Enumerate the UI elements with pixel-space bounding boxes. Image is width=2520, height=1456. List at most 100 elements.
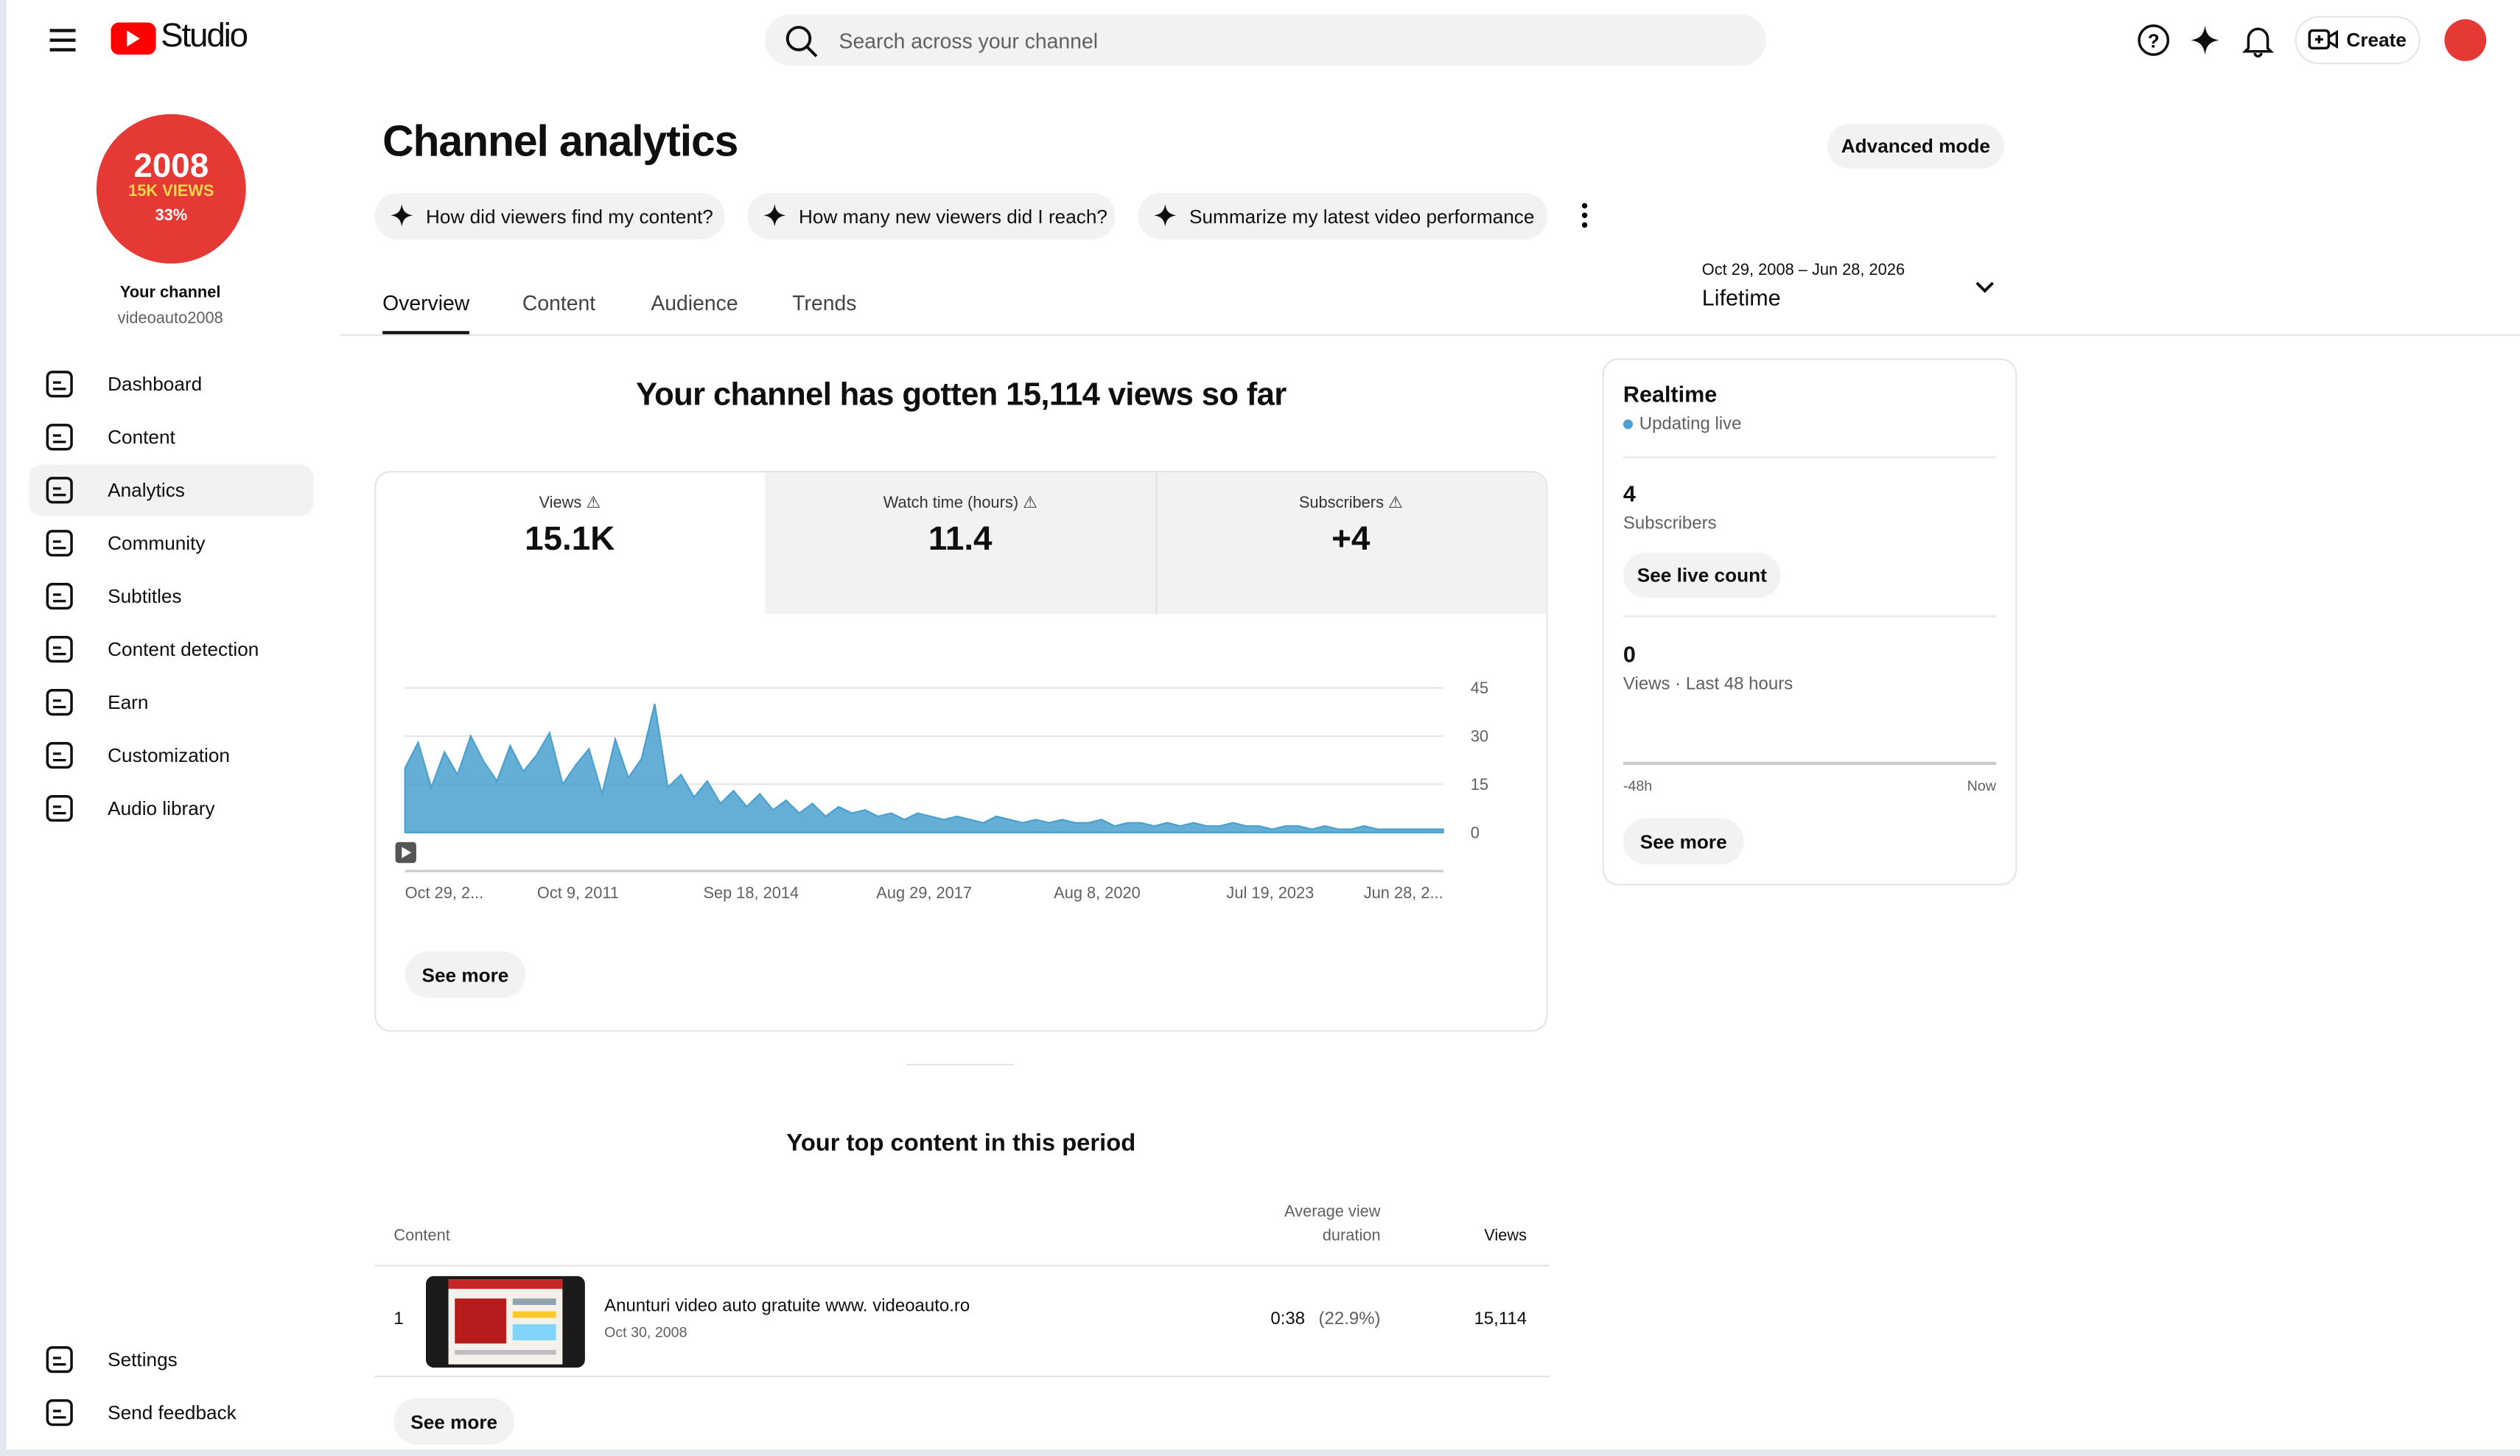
prompt-chip[interactable]: How did viewers find my content? (374, 192, 725, 239)
top-content-see-more[interactable]: See more (393, 1398, 514, 1445)
row-duration: 0:38 (1270, 1309, 1306, 1329)
nav-item[interactable]: Send feedback (108, 1401, 237, 1424)
row-title[interactable]: Anunturi video auto gratuite www. videoa… (604, 1297, 970, 1317)
tab[interactable]: Overview (382, 290, 470, 315)
col-duration: Average view (1284, 1203, 1381, 1222)
metric-label[interactable]: Watch time (hours) ⚠ (883, 494, 1037, 513)
section-divider (906, 1063, 1015, 1066)
nav-icon (46, 424, 73, 451)
x-tick-label: Oct 9, 2011 (537, 883, 619, 902)
account-avatar[interactable] (2444, 19, 2487, 61)
search-placeholder[interactable]: Search across your channel (839, 29, 1099, 53)
metric-value[interactable]: 11.4 (928, 520, 993, 558)
metric-value[interactable]: +4 (1331, 520, 1371, 558)
nav-icon (46, 583, 73, 610)
realtime-divider (1623, 456, 1996, 458)
tab[interactable]: Audience (651, 290, 738, 315)
row-date: Oct 30, 2008 (604, 1324, 687, 1340)
y-tick-label: 30 (1471, 727, 1488, 746)
channel-avatar[interactable] (96, 113, 246, 264)
nav-item[interactable]: Settings (108, 1348, 178, 1371)
nav-item[interactable]: Audio library (108, 797, 215, 820)
realtime-axis-end: Now (1967, 777, 1996, 794)
menu-button[interactable] (45, 23, 80, 58)
y-tick-label: 15 (1471, 775, 1488, 794)
y-tick-label: 45 (1471, 679, 1488, 697)
live-count-button[interactable]: See live count (1623, 553, 1781, 598)
nav-highlight (29, 464, 314, 517)
x-tick-label: Oct 29, 2... (405, 883, 484, 902)
active-tab-underline (382, 331, 469, 335)
prompt-chip[interactable]: How many new viewers did I reach? (747, 192, 1116, 239)
realtime-see-more[interactable]: See more (1623, 818, 1744, 865)
period[interactable]: Lifetime (1701, 284, 1781, 310)
advanced-mode-button[interactable]: Advanced mode (1827, 123, 2004, 169)
col-content: Content (393, 1228, 450, 1246)
top-content-title: Your top content in this period (786, 1130, 1136, 1158)
nav-item[interactable]: Dashboard (108, 372, 203, 396)
nav-icon (46, 794, 73, 822)
x-tick-label: Aug 29, 2017 (876, 883, 972, 902)
search-box[interactable] (765, 14, 1767, 66)
avatar-views: 15K VIEWS (128, 183, 214, 201)
search-icon (785, 26, 818, 57)
nav-icon (46, 741, 73, 769)
tab[interactable]: Trends (792, 290, 857, 315)
nav-item[interactable]: Analytics (108, 478, 185, 502)
realtime-subscribers: 4 (1623, 480, 1636, 507)
y-tick-label: 0 (1471, 823, 1480, 841)
video-thumbnail[interactable] (425, 1275, 585, 1368)
realtime-subscribers-label: Subscribers (1623, 514, 1717, 534)
create-label[interactable]: Create (2346, 29, 2407, 52)
nav-item[interactable]: Content (108, 425, 175, 449)
realtime-divider (1623, 615, 1996, 617)
nav-icon (46, 477, 73, 504)
headline: Your channel has gotten 15,114 views so … (635, 377, 1287, 413)
prompt-icon (391, 203, 413, 227)
live-dot (1623, 419, 1634, 430)
realtime-card (1602, 358, 2017, 886)
nav-icon (46, 689, 73, 716)
create-icon (2308, 29, 2338, 50)
logo-text[interactable]: Studio (161, 17, 248, 55)
realtime-axis-start: -48h (1623, 777, 1653, 794)
metric-value[interactable]: 15.1K (525, 520, 615, 558)
date-range[interactable]: Oct 29, 2008 – Jun 28, 2026 (1701, 262, 1905, 280)
x-tick-label: Jul 19, 2023 (1226, 883, 1314, 902)
page-title: Channel analytics (382, 117, 738, 166)
realtime-axis (1623, 761, 1996, 766)
row-percent: (22.9%) (1318, 1309, 1381, 1329)
nav-icon (46, 371, 73, 398)
realtime-status: Updating live (1639, 414, 1742, 434)
see-more-button[interactable]: See more (405, 951, 526, 998)
period-dropdown[interactable] (1972, 275, 1998, 301)
metric-separator (1155, 472, 1158, 615)
metric-label[interactable]: Views ⚠ (539, 494, 601, 513)
metric-label[interactable]: Subscribers ⚠ (1298, 494, 1403, 513)
tab[interactable]: Content (522, 290, 596, 315)
col-duration: duration (1322, 1228, 1381, 1246)
play-marker-icon (402, 847, 412, 858)
create-button[interactable] (2295, 15, 2421, 65)
prompt-icon (763, 203, 786, 227)
nav-item[interactable]: Subtitles (108, 584, 182, 608)
nav-icon (46, 530, 73, 557)
channel-handle: videoauto2008 (117, 309, 223, 328)
help-icon[interactable]: ? (2136, 23, 2171, 58)
prompt-chip[interactable]: Summarize my latest video performance (1138, 192, 1548, 239)
logo-icon[interactable] (106, 19, 158, 57)
nav-item[interactable]: Community (108, 531, 206, 555)
views-chart: 0 15 30 45 Oct 29, 2... Oct 9, 2011 Sep 18, 20… (395, 679, 1488, 902)
table-divider (374, 1375, 1550, 1378)
nav-item[interactable]: Earn (108, 690, 149, 714)
notifications-icon[interactable] (2240, 23, 2275, 58)
table-divider (374, 1264, 1550, 1267)
channel-title: Your channel (119, 284, 221, 303)
x-tick-label: Aug 8, 2020 (1054, 883, 1141, 902)
spark-icon[interactable] (2188, 23, 2223, 58)
more-menu[interactable] (1575, 199, 1594, 231)
nav-item[interactable]: Customization (108, 743, 230, 767)
nav-item[interactable]: Content detection (108, 637, 259, 661)
prompt-icon (1154, 203, 1177, 227)
